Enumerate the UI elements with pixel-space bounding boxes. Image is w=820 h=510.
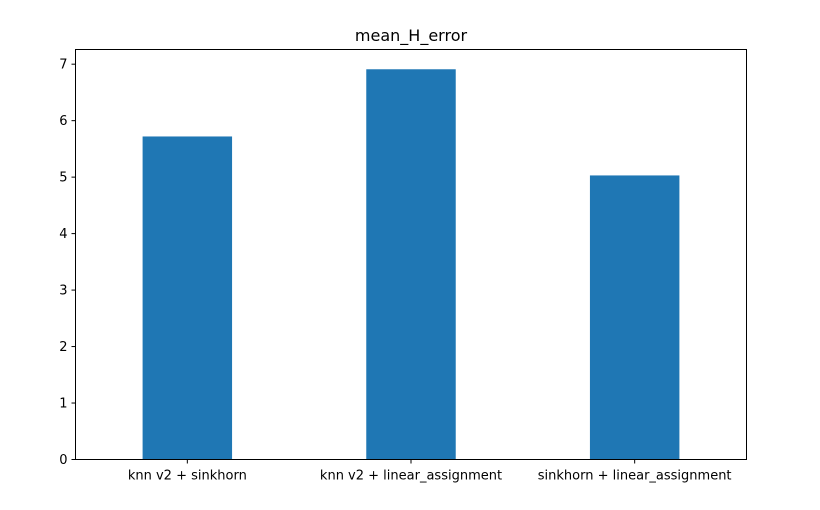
bar-0 bbox=[142, 136, 233, 460]
x-tick-label-0: knn v2 + sinkhorn bbox=[128, 469, 247, 484]
x-tick-label-2: sinkhorn + linear_assignment bbox=[538, 469, 732, 484]
bar-1 bbox=[366, 69, 456, 460]
y-tick-label-2: 2 bbox=[59, 340, 67, 355]
y-tick-label-4: 4 bbox=[59, 227, 67, 242]
x-tick-label-1: knn v2 + linear_assignment bbox=[320, 469, 502, 484]
y-tick-label-6: 6 bbox=[59, 114, 67, 129]
plot-frame bbox=[75, 49, 747, 460]
y-axis: 0 1 2 3 4 5 6 7 bbox=[59, 58, 76, 468]
bar-2 bbox=[589, 175, 680, 460]
y-tick-label-0: 0 bbox=[59, 453, 67, 468]
chart-title: mean_H_error bbox=[355, 26, 468, 46]
y-tick-label-3: 3 bbox=[59, 284, 67, 299]
x-axis: knn v2 + sinkhorn knn v2 + linear_assignm… bbox=[128, 459, 732, 484]
y-tick-label-5: 5 bbox=[59, 171, 67, 186]
bars-group bbox=[142, 69, 680, 460]
y-tick-label-7: 7 bbox=[59, 58, 67, 73]
y-tick-label-1: 1 bbox=[59, 397, 67, 412]
